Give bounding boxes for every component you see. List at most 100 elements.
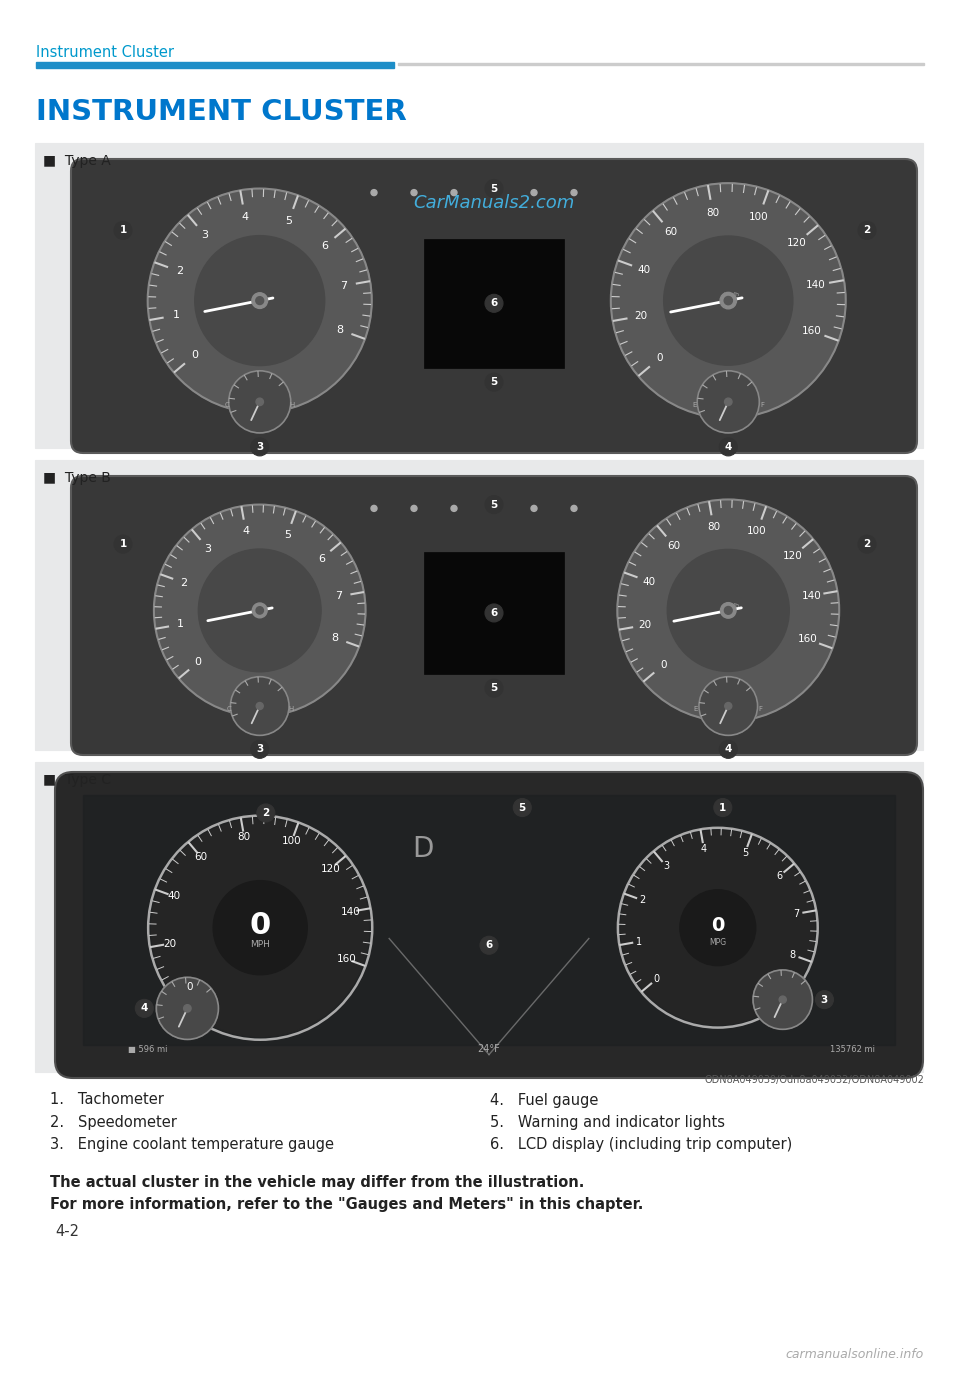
- Text: 2.   Speedometer: 2. Speedometer: [50, 1114, 177, 1129]
- Text: 6: 6: [776, 871, 782, 881]
- Text: 1: 1: [119, 225, 127, 235]
- Circle shape: [485, 496, 503, 514]
- Circle shape: [256, 702, 263, 709]
- Text: 135762 mi: 135762 mi: [830, 1044, 875, 1054]
- Circle shape: [251, 438, 269, 456]
- Circle shape: [815, 991, 833, 1009]
- Text: 5: 5: [285, 216, 293, 225]
- Text: 160: 160: [798, 635, 817, 644]
- Circle shape: [114, 534, 132, 554]
- Text: 0: 0: [660, 660, 667, 669]
- Text: 5: 5: [491, 184, 497, 194]
- Circle shape: [257, 804, 275, 822]
- Circle shape: [252, 603, 267, 618]
- Text: 1: 1: [719, 802, 727, 812]
- Text: 6: 6: [491, 298, 497, 308]
- Circle shape: [753, 970, 812, 1029]
- Circle shape: [371, 190, 377, 195]
- Circle shape: [858, 221, 876, 239]
- Text: 7: 7: [335, 591, 343, 602]
- Circle shape: [719, 741, 737, 758]
- Text: 3: 3: [663, 861, 669, 871]
- Circle shape: [571, 190, 577, 195]
- Text: 0: 0: [654, 974, 660, 984]
- Text: 100: 100: [749, 212, 769, 221]
- Circle shape: [199, 550, 321, 672]
- Text: 140: 140: [802, 591, 821, 600]
- Circle shape: [491, 190, 497, 195]
- Text: The actual cluster in the vehicle may differ from the illustration.: The actual cluster in the vehicle may di…: [50, 1175, 585, 1190]
- Text: 5: 5: [518, 802, 526, 812]
- Text: 1: 1: [119, 539, 127, 550]
- Text: CarManuals2.com: CarManuals2.com: [414, 194, 575, 213]
- Text: 60: 60: [667, 541, 681, 551]
- Bar: [424, 239, 564, 368]
- Text: 2: 2: [639, 896, 646, 905]
- Text: 2: 2: [262, 808, 270, 818]
- Text: D: D: [412, 835, 433, 863]
- Circle shape: [725, 398, 732, 405]
- Circle shape: [485, 605, 503, 622]
- Circle shape: [531, 506, 537, 511]
- Bar: [398, 63, 924, 65]
- Circle shape: [255, 297, 264, 305]
- Text: ■  Type A: ■ Type A: [43, 154, 110, 168]
- Circle shape: [721, 603, 736, 618]
- Text: 1: 1: [173, 311, 180, 320]
- Circle shape: [719, 438, 737, 456]
- Bar: [35, 143, 923, 448]
- Text: 20: 20: [634, 311, 647, 322]
- Text: 20: 20: [638, 620, 652, 631]
- Text: For more information, refer to the "Gauges and Meters" in this chapter.: For more information, refer to the "Gaug…: [50, 1198, 643, 1212]
- Circle shape: [230, 677, 289, 735]
- Text: INSTRUMENT CLUSTER: INSTRUMENT CLUSTER: [36, 98, 407, 126]
- Text: 6: 6: [322, 240, 328, 251]
- Text: 1: 1: [636, 937, 642, 947]
- Text: 7: 7: [340, 280, 348, 291]
- Text: ■ 596 mi: ■ 596 mi: [128, 1044, 167, 1054]
- Text: 40: 40: [642, 577, 656, 587]
- Circle shape: [621, 831, 815, 1025]
- Text: 1.   Tachometer: 1. Tachometer: [50, 1092, 164, 1107]
- Text: H: H: [288, 706, 293, 712]
- Text: 4: 4: [241, 212, 249, 221]
- Text: 4: 4: [701, 844, 707, 855]
- Text: 5: 5: [491, 683, 497, 692]
- Text: 0: 0: [191, 350, 198, 360]
- Circle shape: [699, 677, 757, 735]
- Circle shape: [252, 293, 268, 308]
- FancyBboxPatch shape: [71, 475, 917, 754]
- Text: Instrument Cluster: Instrument Cluster: [36, 44, 174, 59]
- Circle shape: [256, 398, 263, 405]
- Text: 3: 3: [821, 995, 828, 1004]
- Circle shape: [714, 798, 732, 816]
- Text: 5: 5: [284, 530, 291, 540]
- Circle shape: [451, 506, 457, 511]
- Text: E: E: [692, 403, 696, 408]
- Circle shape: [617, 500, 839, 721]
- Circle shape: [148, 188, 372, 412]
- Text: km/h: km/h: [723, 602, 739, 607]
- Circle shape: [183, 1004, 191, 1013]
- Text: 160: 160: [803, 326, 822, 337]
- Circle shape: [611, 183, 846, 418]
- Text: 60: 60: [195, 852, 207, 863]
- Text: 120: 120: [783, 551, 803, 561]
- Bar: [35, 763, 923, 1072]
- Text: 100: 100: [747, 526, 767, 536]
- Circle shape: [195, 235, 324, 365]
- Text: 4: 4: [725, 442, 732, 452]
- Circle shape: [451, 190, 457, 195]
- Text: 6: 6: [486, 940, 492, 951]
- Text: carmanualsonline.info: carmanualsonline.info: [785, 1348, 924, 1362]
- Text: 0: 0: [195, 657, 202, 668]
- Text: 4-2: 4-2: [55, 1224, 79, 1239]
- Text: ■  Type C: ■ Type C: [43, 774, 111, 787]
- Text: E: E: [694, 706, 698, 712]
- Text: F: F: [758, 706, 762, 712]
- Text: 160: 160: [337, 954, 356, 965]
- Circle shape: [371, 506, 377, 511]
- Circle shape: [667, 550, 789, 672]
- Text: 2: 2: [180, 578, 188, 588]
- Text: 0: 0: [711, 916, 725, 936]
